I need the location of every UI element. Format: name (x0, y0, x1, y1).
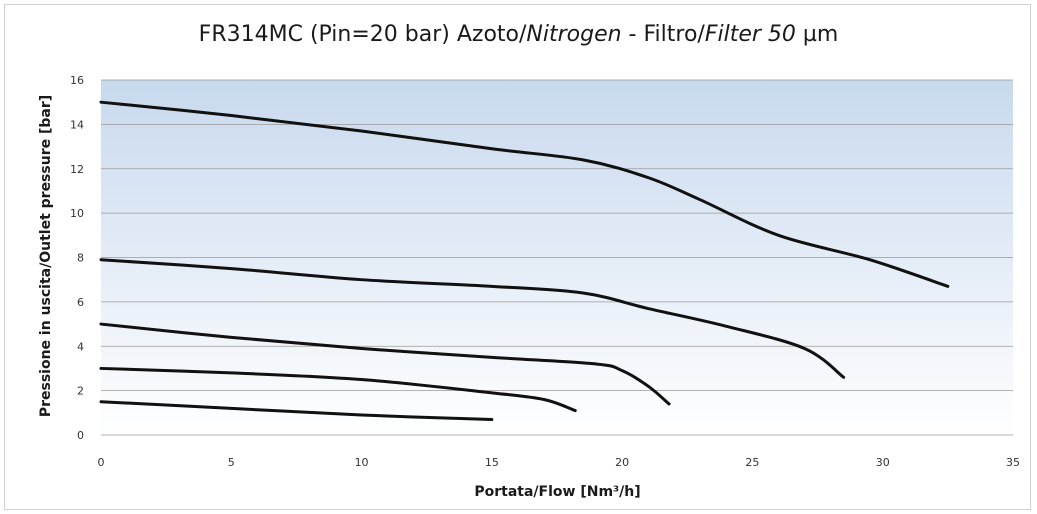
y-tick-label: 14 (70, 118, 84, 131)
series-lines (99, 100, 950, 421)
x-tick-label: 0 (98, 456, 105, 469)
chart-title: FR314MC (Pin=20 bar) Azoto/Nitrogen - Fi… (0, 22, 1037, 47)
series-line (99, 366, 577, 413)
x-tick-label: 20 (615, 456, 629, 469)
gridlines (101, 79, 1013, 436)
y-tick-label: 2 (77, 385, 84, 398)
y-tick-label: 12 (70, 163, 84, 176)
x-tick-label: 35 (1006, 456, 1020, 469)
y-tick-label: 10 (70, 207, 84, 220)
series-line (99, 100, 950, 288)
series-line (99, 400, 494, 421)
title-part: - Filtro/ (621, 22, 705, 47)
title-part: µm (795, 22, 839, 47)
title-part: Nitrogen (526, 22, 622, 47)
x-tick-label: 10 (355, 456, 369, 469)
title-part: Filter 50 (704, 22, 796, 47)
x-tick-label: 25 (745, 456, 759, 469)
y-tick-label: 16 (70, 74, 84, 87)
series-line (99, 258, 846, 379)
y-tick-label: 0 (77, 429, 84, 442)
y-tick-label: 8 (77, 252, 84, 265)
y-axis-label: Pressione in uscita/Outlet pressure [bar… (38, 94, 54, 418)
tick-labels: 0 2 4 6 8 10 12 14 16 0 5 10 15 20 25 30 35 (70, 74, 1020, 469)
title-part: FR314MC (Pin=20 bar) Azoto/ (198, 22, 527, 47)
x-tick-label: 30 (876, 456, 890, 469)
x-axis-label: Portata/Flow [Nm³/h] (474, 484, 641, 500)
y-tick-label: 4 (77, 340, 84, 353)
y-tick-label: 6 (77, 296, 84, 309)
x-tick-label: 5 (228, 456, 235, 469)
x-tick-label: 15 (485, 456, 499, 469)
series-line (99, 322, 671, 406)
